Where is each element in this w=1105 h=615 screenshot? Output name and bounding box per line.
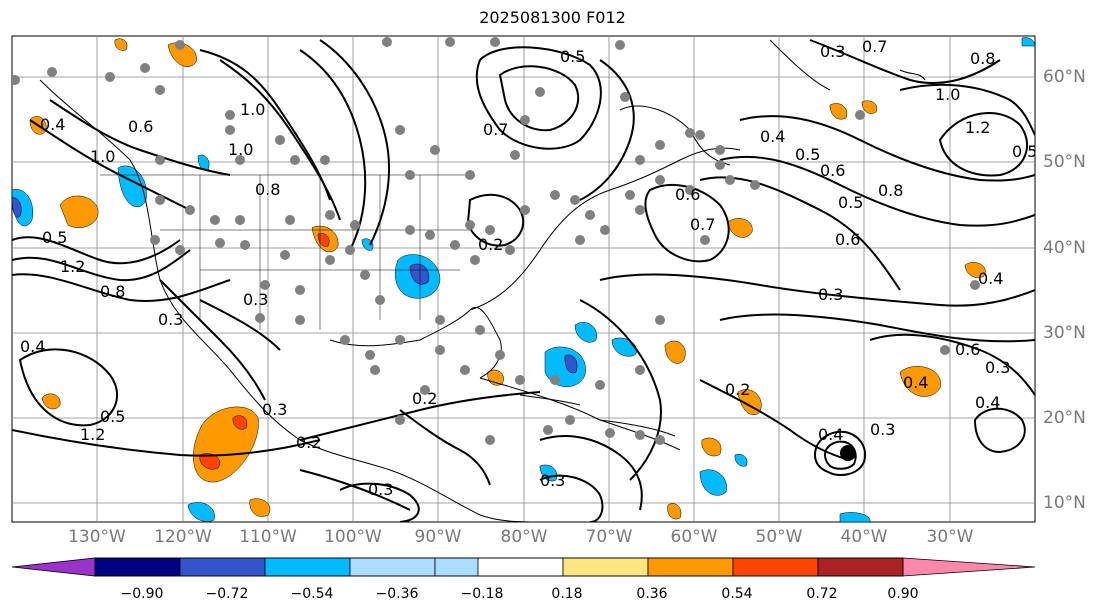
contour-label: 1.0 [90,147,115,166]
contour-label: 0.6 [820,161,845,180]
colorbar-segment [264,557,351,577]
contour-label: 0.3 [540,471,565,490]
contour-label: 1.0 [228,140,253,159]
colorbar-segment [732,557,819,577]
contour-label: 0.6 [955,340,980,359]
colorbar-tick-label: −0.18 [460,586,504,602]
contour-label: 0.8 [255,180,280,199]
contour-label: 1.0 [935,85,960,104]
contour-label: 0.4 [760,127,785,146]
contour-label: 0.3 [870,420,895,439]
negative-anomaly-shading [12,37,1035,522]
colorbar-tick-label: 0.36 [636,586,668,602]
contour-label: 0.3 [262,400,287,419]
colorbar-tick-label: 0.72 [806,586,838,602]
map-frame [11,35,1036,523]
contour-label: 0.4 [978,269,1003,288]
colorbar-tick-label: 0.54 [721,586,753,602]
contour-label: 0.6 [835,230,860,249]
contour-label: 1.0 [240,100,265,119]
contour-label: 0.8 [100,282,125,301]
latitude-label: 10°N [1043,493,1086,513]
longitude-label: 120°W [154,527,212,547]
contour-label: 0.6 [128,117,153,136]
longitude-label: 100°W [324,527,382,547]
colorbar-tick-label: −0.54 [290,586,334,602]
contour-label: 0.3 [243,290,268,309]
latitude-label: 40°N [1043,238,1086,258]
contour-label: 0.7 [690,215,715,234]
longitude-label: 80°W [500,527,548,547]
colorbar-tick-label: −0.36 [375,586,419,602]
longitude-label: 90°W [414,527,462,547]
colorbar-tick-label: 0.90 [887,586,919,602]
contour-label: 0.4 [40,115,65,134]
latitude-label: 30°N [1043,323,1086,343]
contour-label: 1.2 [60,257,85,276]
longitude-label: 110°W [239,527,297,547]
low-center [840,445,856,461]
longitude-label: 40°W [840,527,888,547]
contour-label: 0.3 [820,42,845,61]
contour-label: 0.4 [903,373,928,392]
colorbar-segment [349,557,436,577]
longitude-label: 70°W [585,527,633,547]
map-title: 2025081300 F012 [479,8,626,27]
contour-label: 0.4 [818,425,843,444]
contour-label: 0.5 [42,228,67,247]
colorbar-segment [817,557,904,577]
contour-label: 0.7 [483,120,508,139]
colorbar [11,557,1036,577]
colorbar-extend-low [11,557,96,577]
colorbar-extend-high [902,557,1036,577]
colorbar-segment [477,557,564,577]
contour-lines [12,39,1035,522]
colorbar-segment [179,557,266,577]
contour-label: 0.7 [862,37,887,56]
contour-labels: 0.3 0.7 0.8 1.0 1.2 0.4 0.5 0.6 0.8 1.0 … [20,37,1037,499]
contour-label: 0.5 [1012,142,1037,161]
contour-label: 0.4 [20,337,45,356]
positive-anomaly-shading [29,38,986,520]
colorbar-tick-label: 0.18 [551,586,583,602]
colorbar-segment [94,557,181,577]
contour-label: 0.3 [368,480,393,499]
contour-label: 0.2 [412,389,437,408]
contour-label: 0.2 [296,433,321,452]
contour-label: 0.4 [975,393,1000,412]
longitude-label: 130°W [68,527,126,547]
colorbar-segment [647,557,734,577]
longitude-label: 50°W [755,527,803,547]
contour-label: 0.5 [838,193,863,212]
observation-dots [12,37,980,445]
latitude-label: 50°N [1043,152,1086,172]
contour-label: 0.3 [985,358,1010,377]
contour-label: 0.3 [818,285,843,304]
contour-label: 0.5 [100,407,125,426]
contour-label: 0.5 [560,47,585,66]
contour-label: 0.8 [970,49,995,68]
contour-label: 1.2 [965,118,990,137]
contour-label: 0.6 [675,185,700,204]
colorbar-tick-label: −0.72 [205,586,249,602]
longitude-label: 60°W [670,527,718,547]
contour-label: 0.5 [795,145,820,164]
latitude-label: 20°N [1043,408,1086,428]
longitude-label: 30°W [926,527,974,547]
contour-label: 0.8 [878,181,903,200]
contour-label: 0.2 [478,235,503,254]
colorbar-tick-label: −0.90 [120,586,164,602]
latitude-label: 60°N [1043,67,1086,87]
colorbar-segment [562,557,649,577]
contour-label: 0.3 [158,310,183,329]
contour-label: 1.2 [80,425,105,444]
contour-label: 0.2 [725,380,750,399]
